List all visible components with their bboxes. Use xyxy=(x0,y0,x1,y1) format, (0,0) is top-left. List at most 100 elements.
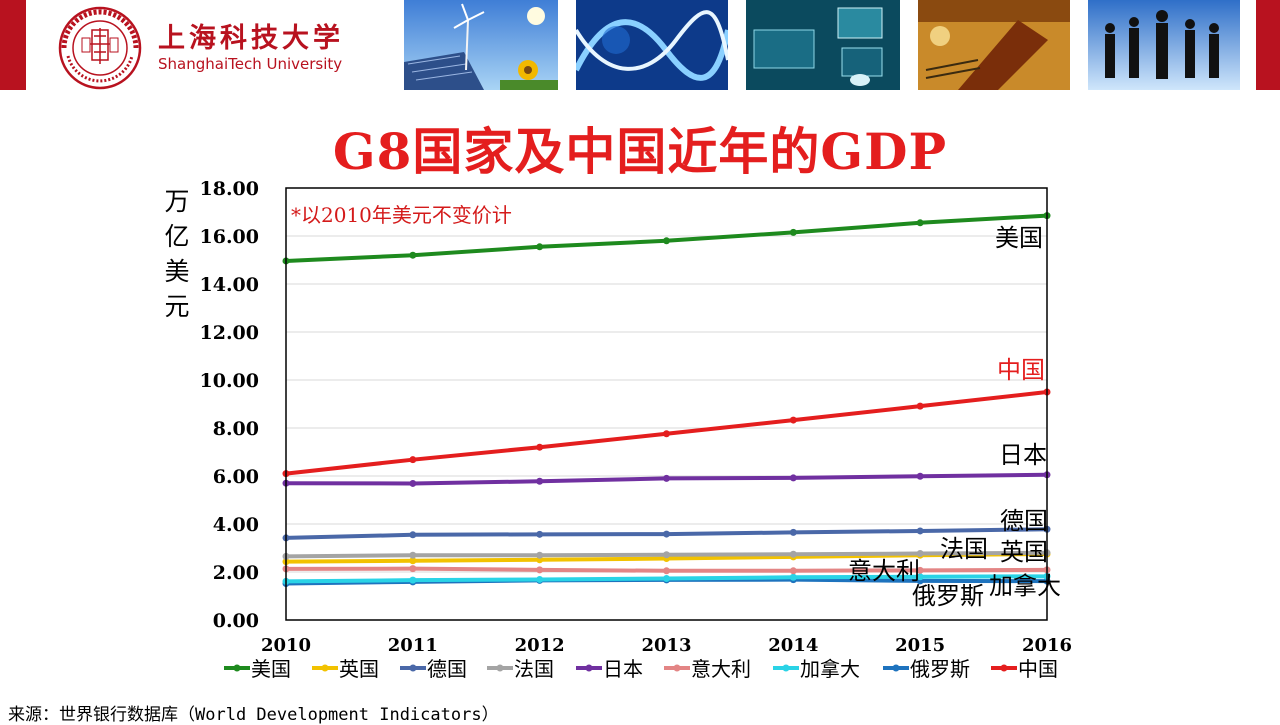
data-point xyxy=(789,550,797,558)
x-tick-label: 2016 xyxy=(1022,635,1072,656)
legend-label: 德国 xyxy=(427,657,467,681)
technology-photo xyxy=(746,0,900,90)
legend-label: 英国 xyxy=(339,657,379,681)
data-point xyxy=(789,228,797,236)
data-point xyxy=(536,243,544,251)
y-tick-label: 8.00 xyxy=(213,418,259,440)
legend-marker xyxy=(321,664,329,672)
x-tick-label: 2013 xyxy=(641,635,691,656)
y-tick-label: 6.00 xyxy=(213,466,259,488)
data-point xyxy=(916,573,924,581)
right-red-bar xyxy=(1256,0,1280,90)
legend-label: 日本 xyxy=(603,657,643,681)
data-point xyxy=(663,237,670,245)
x-tick-label: 2010 xyxy=(261,635,311,656)
data-point xyxy=(663,551,670,559)
legend-marker xyxy=(673,664,681,672)
series-中国 xyxy=(282,388,1051,478)
data-point xyxy=(663,530,670,538)
data-point xyxy=(409,531,417,539)
series-美国 xyxy=(282,212,1051,265)
data-point xyxy=(536,575,544,583)
data-point xyxy=(536,551,544,559)
slide-title: G8国家及中国近年的GDP xyxy=(332,122,948,181)
data-point xyxy=(536,566,544,574)
data-point xyxy=(663,567,670,575)
data-point xyxy=(789,573,797,581)
data-point xyxy=(789,416,797,424)
data-point xyxy=(789,474,797,482)
legend-item: 英国 xyxy=(312,657,379,681)
plot-area-frame xyxy=(285,187,1048,621)
legend-item: 美国 xyxy=(224,657,291,681)
series-日本 xyxy=(282,471,1051,487)
header-banner: 上海科技大学 ShanghaiTech University xyxy=(0,0,1280,92)
data-point xyxy=(409,456,417,464)
legend-marker xyxy=(233,664,241,672)
legend-marker xyxy=(1000,664,1008,672)
data-point xyxy=(916,402,924,410)
legend-label: 俄罗斯 xyxy=(910,657,970,681)
legend-item: 德国 xyxy=(400,657,467,681)
data-point xyxy=(663,430,670,438)
x-tick-label: 2014 xyxy=(768,635,818,656)
legend: 美国 英国 德国 法国 日本 意大利 加拿大 俄罗斯 中国 xyxy=(224,657,1058,681)
business-people-photo xyxy=(1088,0,1240,90)
legend-item: 俄罗斯 xyxy=(883,657,970,681)
y-tick-label: 4.00 xyxy=(213,514,259,536)
data-point xyxy=(916,472,924,480)
data-point xyxy=(409,551,417,559)
university-seal-logo xyxy=(58,6,142,90)
legend-item: 中国 xyxy=(991,657,1058,681)
legend-item: 加拿大 xyxy=(773,657,860,681)
data-point xyxy=(409,576,417,584)
y-tick-labels: 0.00 2.00 4.00 6.00 8.00 10.00 12.00 14.00 16.00… xyxy=(200,178,260,632)
data-point xyxy=(409,565,417,573)
annotation-label: 法国 xyxy=(940,535,988,563)
legend-label: 法国 xyxy=(514,657,554,681)
chart-note: *以2010年美元不变价计 xyxy=(291,203,512,227)
legend-marker xyxy=(782,664,790,672)
data-point xyxy=(916,566,924,574)
legend-marker xyxy=(409,664,417,672)
data-point xyxy=(663,574,670,582)
data-point xyxy=(663,474,670,482)
legend-marker xyxy=(585,664,593,672)
y-axis-label: 万亿美元 xyxy=(164,187,190,321)
wind-solar-photo xyxy=(404,0,558,90)
legend-item: 日本 xyxy=(576,657,643,681)
legend-marker xyxy=(892,664,900,672)
data-point xyxy=(916,219,924,227)
data-point xyxy=(536,530,544,538)
legend-label: 中国 xyxy=(1018,657,1058,681)
legend-label: 美国 xyxy=(251,657,291,681)
annotation-label: 意大利 xyxy=(848,557,920,585)
x-tick-labels: 2010 2011 2012 2013 2014 2015 2016 xyxy=(261,635,1072,656)
left-red-bar xyxy=(0,0,26,90)
data-point xyxy=(409,479,417,487)
legend-label: 加拿大 xyxy=(800,657,860,681)
data-point xyxy=(916,527,924,535)
annotation-label: 英国 xyxy=(1000,538,1048,566)
data-point xyxy=(916,550,924,558)
data-point xyxy=(536,477,544,485)
university-name-cn: 上海科技大学 xyxy=(158,23,344,54)
university-name-en: ShanghaiTech University xyxy=(158,55,343,73)
data-point xyxy=(789,567,797,575)
annotation-label: 中国 xyxy=(997,356,1045,384)
y-tick-label: 0.00 xyxy=(213,610,259,632)
data-point xyxy=(536,443,544,451)
data-point xyxy=(409,557,417,565)
annotation-label: 德国 xyxy=(1000,507,1048,535)
source-footnote: 来源：世界银行数据库（World Development Indicators） xyxy=(8,705,499,725)
annotation-label: 俄罗斯 xyxy=(912,582,984,610)
annotation-label: 日本 xyxy=(999,441,1047,469)
y-tick-label: 2.00 xyxy=(213,562,259,584)
data-point xyxy=(409,251,417,259)
legend-marker xyxy=(496,664,504,672)
series-德国 xyxy=(282,525,1051,542)
gdp-line-chart: 0.00 2.00 4.00 6.00 8.00 10.00 12.00 14.00 16.00… xyxy=(200,178,1073,681)
legend-label: 意大利 xyxy=(691,657,751,681)
x-tick-label: 2011 xyxy=(388,635,438,656)
